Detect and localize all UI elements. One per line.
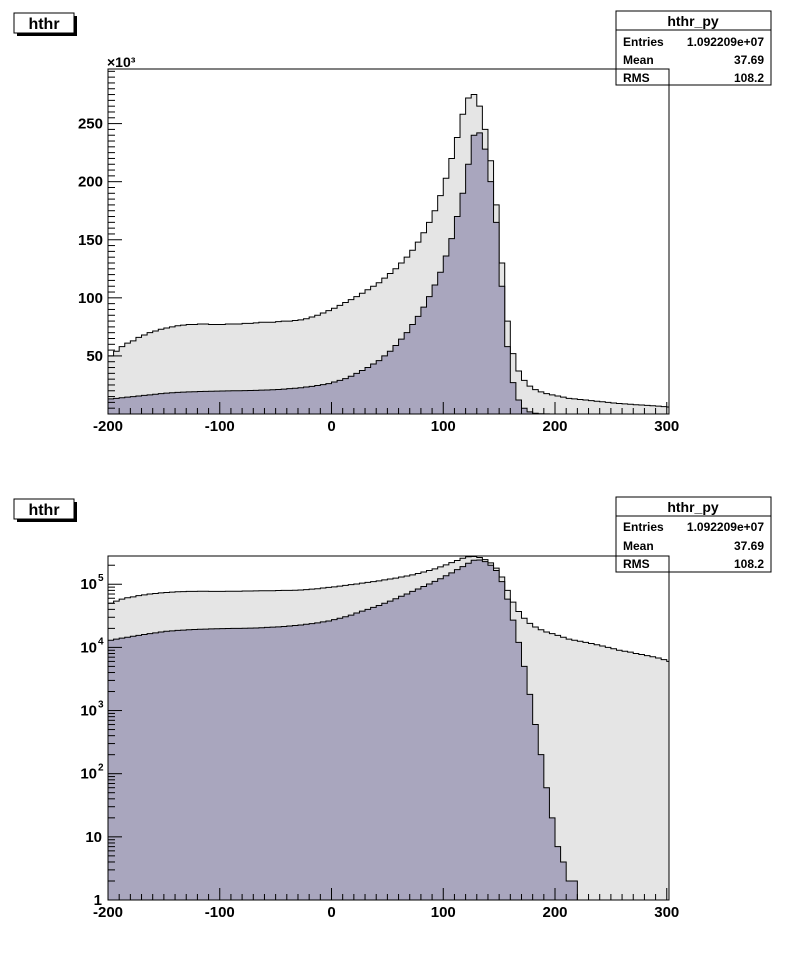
top-y-axis: 50 100 150 200 250 [78,70,122,409]
bottom-stats-label-rms: RMS [623,557,650,571]
bottom-y-tick-exponent: 2 [98,763,104,774]
top-x-tick-label: -200 [93,418,123,435]
bottom-x-tick-label: 0 [327,904,335,921]
top-x-tick-label: 300 [654,418,679,435]
top-series-selected-area [108,132,669,414]
top-x-tick-label: 200 [542,418,567,435]
top-pad: hthr hthr_py Entries 1.092209e+07 Mean 3… [13,10,772,435]
top-stats-value-entries: 1.092209e+07 [687,35,764,49]
bottom-y-tick-label: 10 [80,576,97,593]
bottom-title-box: hthr [13,498,77,522]
top-plot-frame [107,68,670,415]
bottom-y-tick-label: 10 [80,766,97,783]
top-x-tick-label: 100 [431,418,456,435]
top-y-tick-label: 250 [78,116,103,133]
bottom-series-selected-area [108,560,669,900]
bottom-y-tick-exponent: 3 [98,700,104,711]
top-y-multiplier: ×10³ [107,54,136,70]
top-stats-label-rms: RMS [623,71,650,85]
bottom-stats-value-mean: 37.69 [734,539,764,553]
bottom-y-tick-exponent: 5 [98,573,104,584]
bottom-x-tick-label: 100 [431,904,456,921]
bottom-stats-value-rms: 108.2 [734,557,764,571]
top-stats-value-rms: 108.2 [734,71,764,85]
top-title-box: hthr [13,12,77,36]
top-y-tick-label: 100 [78,290,103,307]
top-stats-value-mean: 37.69 [734,53,764,67]
bottom-y-tick-exponent: 4 [98,636,104,647]
bottom-x-tick-label: 300 [654,904,679,921]
top-series-all-line [108,94,669,408]
top-stats-box: hthr_py Entries 1.092209e+07 Mean 37.69 … [615,10,772,86]
bottom-plot-frame [107,555,670,901]
bottom-x-tick-label: -100 [205,904,235,921]
top-stats-label-mean: Mean [623,53,654,67]
top-y-tick-label: 50 [86,348,103,365]
top-x-tick-label: -100 [205,418,235,435]
bottom-title: hthr [28,502,59,519]
bottom-x-tick-label: -200 [93,904,123,921]
bottom-y-tick-label: 10 [80,639,97,656]
top-y-tick-label: 150 [78,232,103,249]
bottom-stats-label-entries: Entries [623,520,664,534]
bottom-series-all-line [108,555,669,662]
top-x-tick-label: 0 [327,418,335,435]
bottom-stats-value-entries: 1.092209e+07 [687,520,764,534]
top-title: hthr [28,16,59,33]
bottom-x-axis: -200 -100 0 100 200 300 [93,888,679,921]
bottom-y-tick-label: 10 [85,829,102,846]
bottom-stats-label-mean: Mean [623,539,654,553]
top-stats-name: hthr_py [667,13,719,29]
bottom-x-tick-label: 200 [542,904,567,921]
top-series-all-area [108,94,669,415]
top-stats-label-entries: Entries [623,35,664,49]
bottom-y-tick-label: 10 [80,703,97,720]
top-x-axis: -200 -100 0 100 200 300 [93,402,679,435]
top-y-tick-label: 200 [78,174,103,191]
bottom-stats-name: hthr_py [667,499,719,515]
bottom-pad: hthr hthr_py Entries 1.092209e+07 Mean 3… [13,496,772,921]
top-plot-area: -200 -100 0 100 200 300 50 100 150 200 250 [78,70,679,435]
bottom-y-tick-label: 1 [94,892,102,909]
bottom-stats-box: hthr_py Entries 1.092209e+07 Mean 37.69 … [615,496,772,573]
bottom-series-selected-line [108,559,669,901]
